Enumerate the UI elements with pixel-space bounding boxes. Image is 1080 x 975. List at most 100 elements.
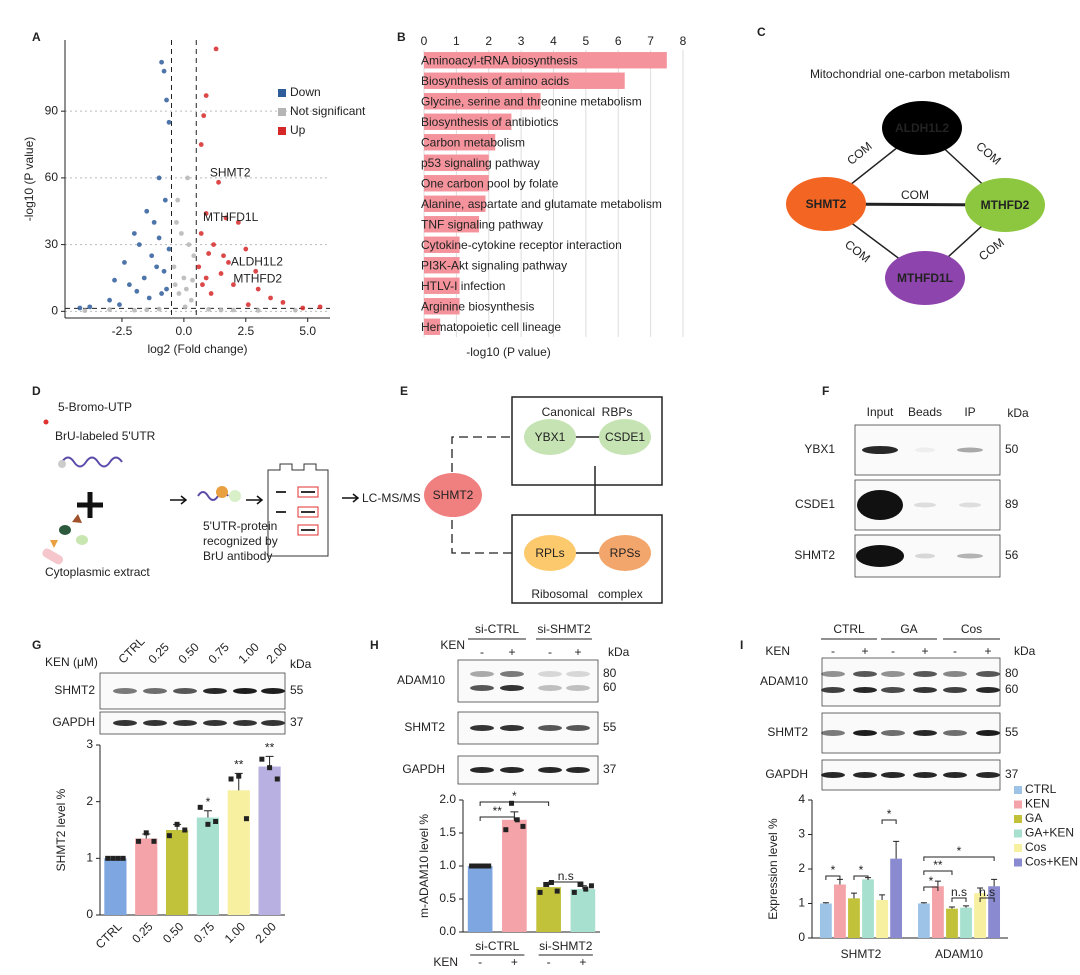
replicate-point (267, 765, 273, 771)
data-point (280, 300, 286, 305)
category-label: Hematopoietic cell lineage (421, 320, 561, 334)
mw-label: 60 (1005, 682, 1019, 696)
data-point (190, 277, 195, 283)
significance-label: n.s (951, 885, 967, 899)
gel-cut (297, 486, 319, 498)
x-tick-label: 4 (550, 34, 557, 48)
data-point (206, 251, 212, 256)
mw-label: 80 (603, 666, 617, 680)
legend-label: GA (1025, 811, 1042, 825)
y-tick-label: 60 (45, 170, 59, 184)
data-point (164, 97, 169, 103)
legend-label: Down (290, 85, 321, 99)
data-point (208, 291, 214, 296)
annotation: MTHFD2 (233, 271, 282, 285)
data-point (243, 246, 249, 252)
row-label: GAPDH (52, 715, 95, 729)
replicate-point (469, 863, 475, 869)
icon (42, 548, 64, 565)
y-tick-label: 4 (798, 792, 805, 806)
data-point (134, 288, 140, 294)
panel-label: B (397, 30, 406, 44)
replicate-point (588, 883, 594, 889)
replicate-point (274, 776, 280, 782)
data-point (162, 197, 168, 203)
replicate-point (174, 821, 180, 827)
significance-label: * (929, 874, 934, 888)
data-point (183, 286, 189, 292)
x-tick-label: + (511, 955, 518, 969)
mw-label: 55 (1005, 725, 1019, 739)
box (511, 514, 663, 604)
blot-band (500, 725, 524, 731)
data-point (151, 219, 157, 225)
blot-band (853, 772, 877, 778)
category-label: TNF signaling pathway (421, 217, 543, 231)
data-point (166, 246, 172, 252)
header-label: KEN (μM) (45, 655, 98, 669)
y-tick-label: 0.5 (439, 891, 456, 905)
blot-band (915, 447, 935, 453)
y-tick-label: 1.5 (439, 825, 456, 839)
error-bar (265, 755, 274, 767)
blot-band (500, 767, 524, 773)
data-point (188, 297, 194, 303)
blot-band (470, 725, 494, 731)
blot-band (821, 772, 845, 778)
panel-label: H (370, 638, 379, 652)
error-bar (822, 902, 829, 904)
bar (819, 903, 832, 938)
blot-band (943, 772, 967, 778)
significance-label: ** (265, 741, 275, 755)
data-point (268, 295, 273, 301)
bar (862, 879, 874, 938)
blot-band (203, 720, 227, 726)
significance-bracket (979, 897, 995, 902)
legend-swatch (1014, 815, 1022, 823)
x-tick-label: 8 (680, 34, 687, 48)
bar (424, 175, 489, 192)
icon (58, 460, 66, 468)
replicate-point (583, 886, 589, 892)
data-point (107, 307, 112, 312)
icon (59, 525, 71, 535)
data-point (221, 253, 226, 259)
dashed-link (451, 436, 512, 554)
data-point (107, 297, 112, 303)
blot-band (113, 720, 137, 726)
bar (890, 858, 903, 938)
category-label: Cytokine-cytokine receptor interaction (421, 238, 622, 252)
data-point (175, 197, 181, 203)
data-point (141, 275, 147, 281)
x-tick-label: 2 (485, 34, 492, 48)
legend-label: CTRL (1025, 782, 1057, 796)
lane-label: + (861, 644, 868, 658)
data-point (211, 242, 216, 248)
group-label: si-CTRL (475, 939, 519, 953)
y-tick-label: 30 (45, 237, 59, 251)
blot-band (261, 688, 285, 694)
blot-band (821, 687, 845, 693)
kda-label: kDa (1014, 644, 1036, 658)
bar (165, 830, 189, 915)
replicate-point (228, 776, 234, 782)
plus (77, 492, 103, 518)
group-label: si-SHMT2 (537, 622, 591, 636)
data-point (203, 211, 209, 216)
y-tick-label: 0 (51, 303, 58, 317)
node-label: MTHFD1L (897, 271, 953, 285)
rna (61, 456, 123, 468)
gel (267, 463, 329, 557)
blot-band (113, 688, 137, 694)
group-label: si-CTRL (475, 622, 519, 636)
replicate-point (166, 833, 172, 839)
significance-bracket (923, 856, 995, 861)
replicate-point (213, 819, 219, 824)
x-tick-label: + (579, 955, 586, 969)
significance-bracket (479, 816, 515, 821)
data-point (203, 275, 209, 281)
x-tick-label: 0.0 (176, 324, 193, 338)
node-label: ALDH1L2 (895, 121, 949, 135)
x-tick-label: - (478, 955, 482, 969)
